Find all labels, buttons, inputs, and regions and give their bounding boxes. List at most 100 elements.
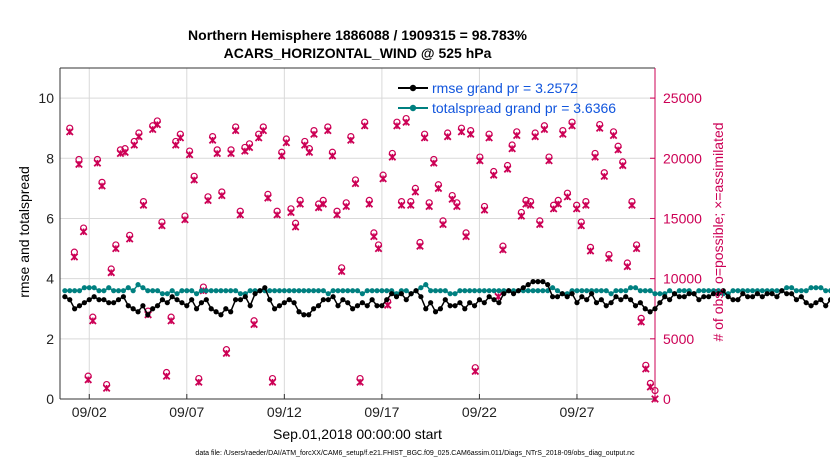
rmse-point — [491, 297, 497, 303]
obs-assimilated-marker — [540, 125, 549, 134]
obs-assimilated-marker — [499, 245, 507, 254]
rmse-point — [549, 294, 556, 300]
legend-swatch-marker — [409, 104, 417, 112]
totalspread-point — [232, 288, 239, 294]
rmse-point — [496, 300, 502, 306]
obs-assimilated-marker — [130, 141, 139, 149]
obs-assimilated-marker — [227, 149, 235, 158]
obs-assimilated-marker — [102, 384, 111, 393]
obs-assimilated-marker — [448, 195, 457, 204]
obs-assimilated-marker — [632, 244, 641, 253]
totalspread-point — [213, 288, 219, 294]
totalspread-point — [247, 288, 253, 294]
obs-assimilated-marker — [572, 204, 581, 213]
totalspread-point — [111, 288, 117, 294]
rmse-point — [193, 306, 200, 312]
y-tick-label-right: 0 — [663, 391, 671, 407]
rmse-point — [574, 300, 580, 306]
rmse-point — [823, 303, 829, 309]
rmse-point — [481, 300, 487, 306]
obs-assimilated-marker — [300, 141, 309, 149]
rmse-point — [623, 294, 629, 300]
rmse-point — [213, 309, 219, 315]
rmse-point — [608, 300, 614, 306]
rmse-point — [179, 300, 185, 306]
obs-assimilated-marker — [222, 349, 231, 358]
totalspread-point — [150, 288, 156, 294]
rmse-point — [759, 294, 765, 300]
totalspread-point — [271, 288, 278, 294]
totalspread-point — [642, 288, 648, 294]
totalspread-point — [818, 285, 824, 291]
totalspread-point — [315, 288, 322, 294]
obs-assimilated-marker — [264, 194, 272, 202]
totalspread-point — [354, 288, 361, 294]
rmse-point — [242, 294, 248, 300]
totalspread-point — [579, 288, 585, 294]
obs-assimilated-marker — [107, 268, 116, 277]
obs-assimilated-marker — [637, 318, 646, 326]
totalspread-point — [223, 288, 229, 294]
rmse-point — [603, 303, 609, 309]
obs-assimilated-marker — [342, 202, 351, 211]
rmse-point — [296, 309, 302, 315]
totalspread-point — [496, 288, 502, 294]
y-axis-label-left: rmse and totalspread — [16, 166, 32, 298]
obs-assimilated-marker — [512, 131, 521, 140]
obs-assimilated-marker — [646, 383, 655, 391]
y-tick-label-left: 6 — [46, 210, 54, 226]
rmse-point — [725, 294, 731, 300]
obs-assimilated-marker — [162, 372, 171, 380]
rmse-point — [671, 291, 678, 297]
totalspread-point — [676, 288, 682, 294]
totalspread-point — [125, 285, 131, 291]
totalspread-point — [491, 288, 497, 294]
totalspread-point — [657, 291, 663, 297]
totalspread-point — [198, 288, 205, 294]
obs-assimilated-marker — [356, 378, 364, 386]
totalspread-point — [623, 288, 629, 294]
totalspread-point — [325, 291, 331, 297]
rmse-point — [779, 288, 785, 294]
totalspread-point — [745, 288, 751, 294]
obs-assimilated-marker — [466, 130, 475, 139]
obs-assimilated-marker — [374, 244, 383, 253]
legend: rmse grand pr = 3.2572 totalspread grand … — [398, 80, 616, 116]
obs-assimilated-marker — [250, 320, 258, 329]
obs-assimilated-marker — [337, 267, 346, 276]
totalspread-point — [827, 288, 830, 294]
obs-assimilated-marker — [65, 127, 74, 136]
rmse-point — [618, 297, 624, 303]
rmse-point — [67, 297, 73, 303]
totalspread-point — [359, 291, 365, 297]
rmse-point — [301, 312, 307, 318]
rmse-point — [364, 303, 370, 309]
obs-assimilated-marker — [347, 136, 355, 145]
totalspread-point — [432, 288, 439, 294]
rmse-point — [218, 312, 224, 318]
rmse-point — [62, 294, 68, 300]
obs-assimilated-marker — [204, 196, 212, 205]
rmse-point — [423, 306, 429, 312]
obs-assimilated-marker — [291, 223, 300, 231]
obs-assimilated-marker — [397, 201, 406, 210]
rmse-point — [237, 297, 244, 303]
rmse-point — [691, 291, 697, 297]
obs-assimilated-marker — [213, 149, 222, 158]
obs-assimilated-marker — [586, 247, 595, 255]
rmse-point — [735, 297, 741, 303]
obs-assimilated-marker — [305, 148, 314, 157]
obs-assimilated-marker — [457, 127, 466, 136]
rmse-point — [749, 294, 756, 300]
rmse-point — [369, 297, 375, 303]
totalspread-point — [452, 291, 458, 297]
rmse-point — [350, 306, 356, 312]
rmse-point — [720, 288, 726, 294]
x-tick-label: 09/12 — [267, 404, 302, 420]
rmse-point — [730, 297, 736, 303]
totalspread-point — [81, 285, 87, 291]
rmse-point — [262, 285, 268, 291]
obs-assimilated-marker — [370, 232, 378, 241]
rmse-point — [520, 285, 526, 291]
rmse-point — [120, 294, 127, 300]
